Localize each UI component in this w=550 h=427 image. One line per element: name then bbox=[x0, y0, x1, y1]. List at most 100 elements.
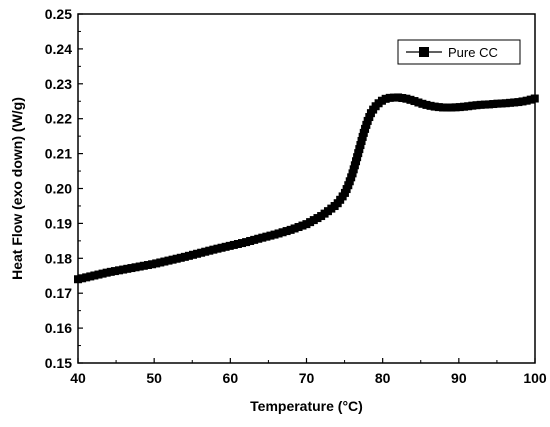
series-marker bbox=[172, 254, 181, 263]
series-marker bbox=[489, 100, 498, 109]
y-tick-label: 0.23 bbox=[45, 76, 72, 92]
legend-square-marker-icon bbox=[419, 47, 429, 57]
series-marker bbox=[349, 165, 358, 174]
x-tick-label: 70 bbox=[299, 370, 315, 386]
y-tick-label: 0.24 bbox=[45, 41, 72, 57]
series-marker bbox=[385, 93, 394, 102]
series-marker bbox=[258, 233, 267, 242]
x-axis-title: Temperature (°C) bbox=[250, 398, 363, 414]
y-tick-label: 0.19 bbox=[45, 215, 72, 231]
series-marker bbox=[229, 240, 238, 249]
legend: Pure CC bbox=[397, 39, 521, 65]
series-marker bbox=[82, 273, 91, 282]
series-marker bbox=[354, 149, 363, 158]
series-marker bbox=[225, 241, 234, 250]
series-marker bbox=[217, 243, 226, 252]
series-marker bbox=[480, 100, 489, 109]
series-marker bbox=[188, 250, 197, 259]
x-tick-label: 80 bbox=[375, 370, 391, 386]
series-marker bbox=[426, 101, 435, 110]
series-marker bbox=[164, 256, 173, 265]
series-marker bbox=[86, 272, 95, 281]
series-marker bbox=[510, 98, 519, 107]
series-marker bbox=[168, 255, 177, 264]
series-marker bbox=[233, 239, 242, 248]
series-marker bbox=[102, 268, 111, 277]
series-marker bbox=[430, 102, 439, 111]
legend-label-pure-cc: Pure CC bbox=[448, 45, 498, 60]
series-marker bbox=[389, 93, 398, 102]
series-marker bbox=[160, 257, 169, 266]
x-tick-label: 90 bbox=[451, 370, 467, 386]
series-marker bbox=[213, 244, 222, 253]
series-marker bbox=[148, 260, 157, 269]
series-marker bbox=[439, 103, 448, 112]
series-marker bbox=[98, 269, 107, 278]
series-marker bbox=[468, 101, 477, 110]
series-marker bbox=[357, 136, 366, 145]
series-marker bbox=[501, 99, 510, 108]
series-marker bbox=[402, 94, 411, 103]
series-marker bbox=[201, 247, 210, 256]
series-marker bbox=[526, 95, 535, 104]
series-marker bbox=[94, 270, 103, 279]
series-marker bbox=[152, 259, 161, 268]
y-tick-label: 0.21 bbox=[45, 146, 72, 162]
series-marker bbox=[358, 132, 367, 141]
series-marker bbox=[418, 99, 427, 108]
series-line bbox=[77, 96, 536, 281]
series-marker bbox=[274, 229, 283, 238]
x-axis: 40 50 60 70 80 90 100 bbox=[70, 358, 547, 386]
series-marker bbox=[119, 265, 128, 274]
series-marker bbox=[356, 141, 365, 150]
series-marker bbox=[209, 245, 218, 254]
series-marker bbox=[522, 96, 531, 105]
y-axis-title: Heat Flow (exo down) (W/g) bbox=[9, 97, 25, 280]
y-tick-label: 0.20 bbox=[45, 181, 72, 197]
series-marker bbox=[282, 227, 291, 236]
series-marker bbox=[110, 267, 119, 276]
y-tick-label: 0.17 bbox=[45, 285, 72, 301]
series-marker bbox=[205, 246, 214, 255]
y-tick-label: 0.18 bbox=[45, 250, 72, 266]
series-marker bbox=[493, 99, 502, 108]
series-marker bbox=[381, 94, 390, 103]
series-marker bbox=[270, 230, 279, 239]
y-tick-label: 0.25 bbox=[45, 6, 72, 22]
series-marker bbox=[143, 261, 152, 270]
series-marker bbox=[254, 234, 263, 243]
series-marker bbox=[193, 249, 202, 258]
series-marker bbox=[355, 145, 364, 154]
series-marker bbox=[238, 239, 247, 248]
series-marker bbox=[221, 242, 230, 251]
series-marker bbox=[455, 103, 464, 112]
y-tick-label: 0.22 bbox=[45, 111, 72, 127]
series-marker bbox=[447, 103, 456, 112]
y-tick-label: 0.16 bbox=[45, 320, 72, 336]
series-marker bbox=[398, 94, 407, 103]
x-tick-label: 50 bbox=[146, 370, 162, 386]
series-marker bbox=[90, 271, 99, 280]
x-tick-label: 100 bbox=[523, 370, 547, 386]
series-marker bbox=[459, 102, 468, 111]
series-marker bbox=[422, 100, 431, 109]
series-marker bbox=[197, 248, 206, 257]
series-marker bbox=[115, 266, 124, 275]
x-tick-label: 40 bbox=[70, 370, 86, 386]
series-marker bbox=[180, 252, 189, 261]
series-marker bbox=[78, 274, 87, 283]
series-marker bbox=[394, 93, 403, 102]
series-marker bbox=[350, 161, 359, 170]
series-marker bbox=[443, 103, 452, 112]
series-marker bbox=[139, 261, 148, 270]
series-marker bbox=[106, 267, 115, 276]
series-marker bbox=[348, 169, 357, 178]
series-marker bbox=[434, 103, 443, 112]
series-marker bbox=[123, 264, 132, 273]
plot-frame bbox=[77, 13, 536, 364]
series-marker bbox=[250, 235, 259, 244]
series-marker bbox=[476, 100, 485, 109]
series-marker bbox=[472, 101, 481, 110]
series-marker bbox=[278, 228, 287, 237]
series-marker bbox=[518, 97, 527, 106]
